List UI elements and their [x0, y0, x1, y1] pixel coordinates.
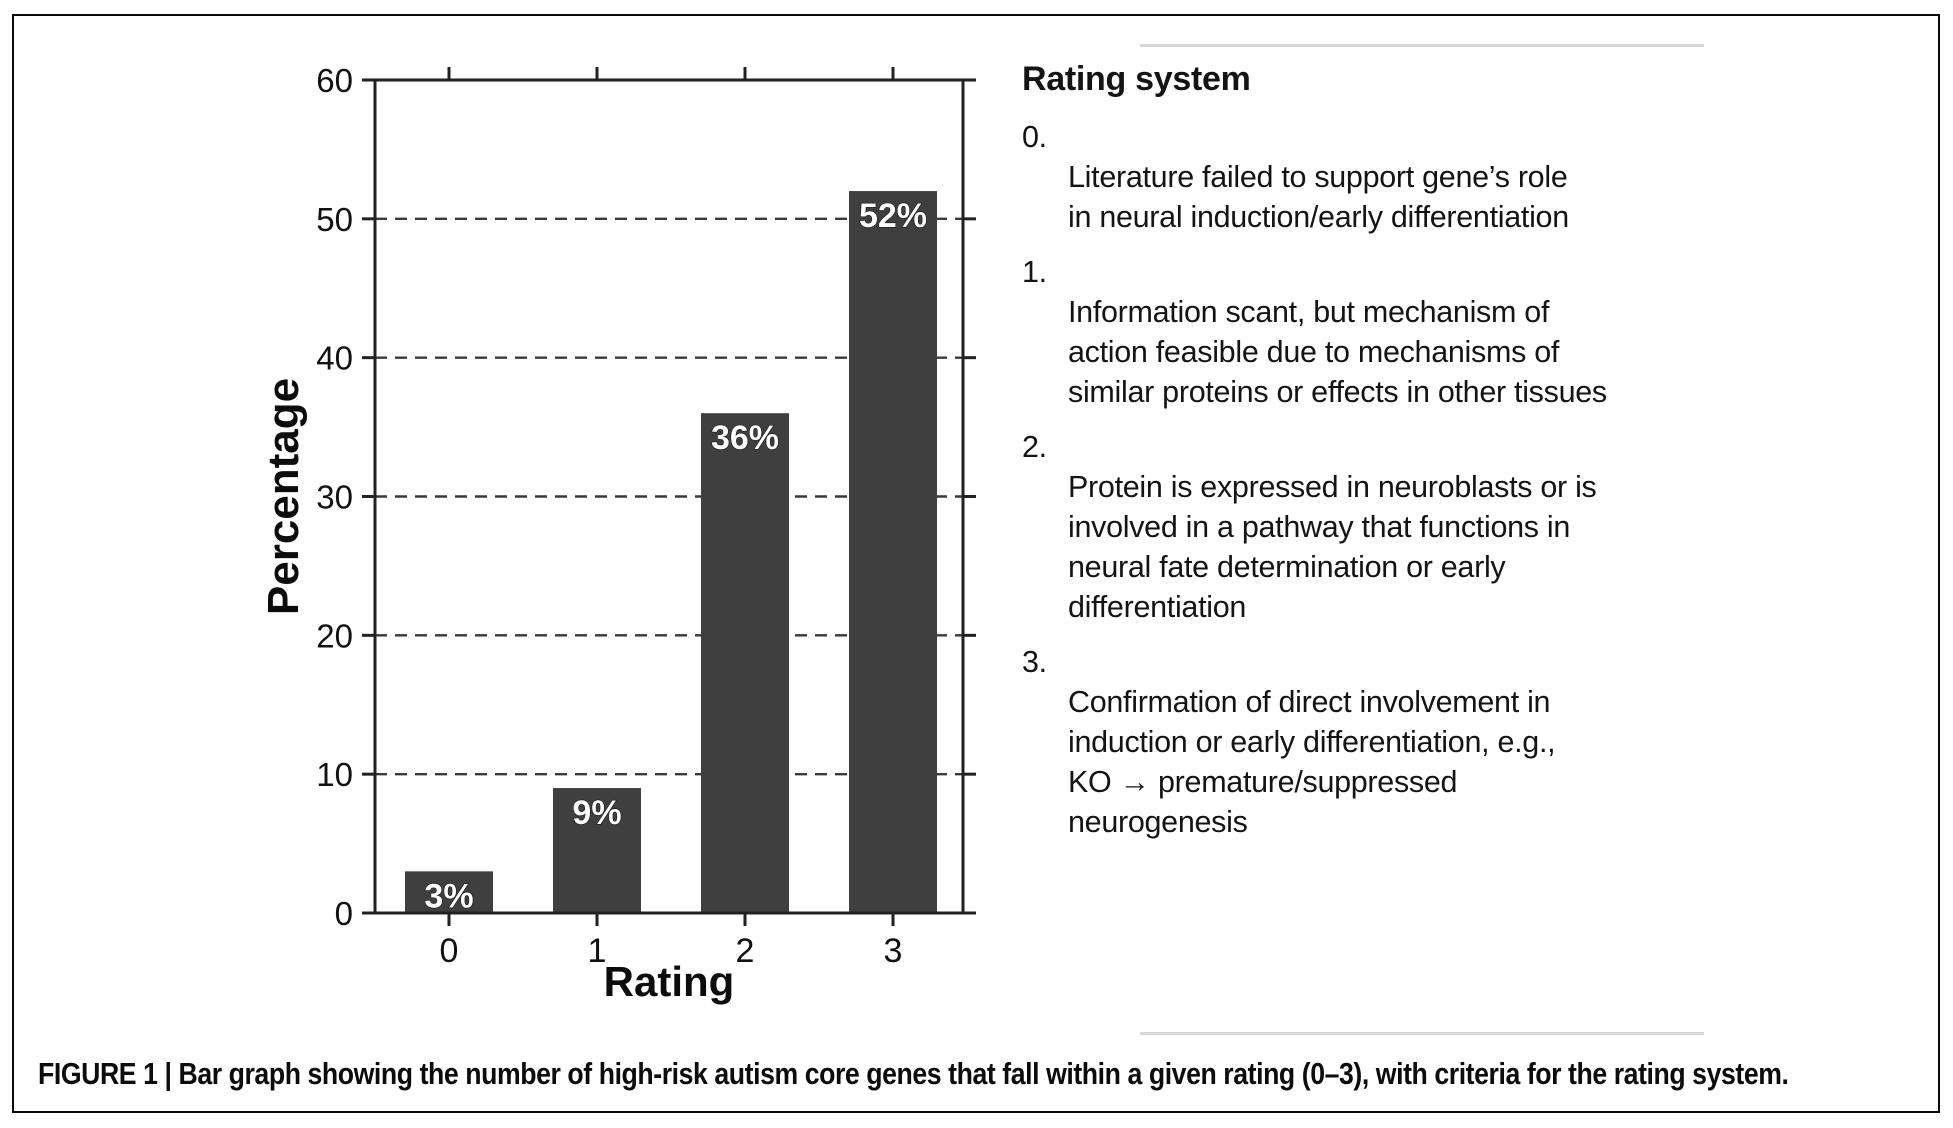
y-tick-label: 30	[316, 479, 353, 516]
x-tick-label: 3	[884, 932, 903, 970]
rating-system-legend: Rating system 0. Literature failed to sup…	[1022, 60, 1722, 857]
legend-item: 3. Confirmation of direct involvement in …	[1022, 642, 1722, 842]
bar-value-label: 52%	[859, 197, 927, 235]
x-tick-label: 1	[588, 932, 607, 970]
legend-items: 0. Literature failed to support gene’s ro…	[1022, 117, 1722, 842]
y-tick-label: 40	[316, 340, 353, 377]
legend-item-text: Protein is expressed in neuroblasts or i…	[1068, 470, 1597, 624]
y-axis-title: Percentage	[259, 378, 308, 615]
legend-item-text: Literature failed to support gene’s role…	[1068, 160, 1569, 234]
y-tick-label: 0	[335, 895, 353, 932]
bar-value-label: 3%	[424, 877, 473, 915]
y-tick-label: 50	[316, 201, 353, 238]
y-tick-label: 60	[316, 62, 353, 99]
legend-heading: Rating system	[1022, 60, 1251, 98]
legend-item: 0. Literature failed to support gene’s ro…	[1022, 117, 1722, 237]
legend-top-rule	[1140, 44, 1704, 47]
legend-item-text: Confirmation of direct involvement in in…	[1068, 685, 1556, 839]
bar-value-label: 36%	[711, 419, 779, 457]
legend-item-number: 2.	[1022, 430, 1047, 464]
x-tick-label: 0	[440, 932, 459, 970]
x-axis-title: Rating	[604, 958, 735, 1005]
bar	[849, 191, 937, 914]
y-tick-label: 20	[316, 617, 353, 654]
figure-caption: FIGURE 1 | Bar graph showing the number …	[38, 1056, 1789, 1091]
bar-value-label: 9%	[572, 794, 621, 832]
x-tick-label: 2	[736, 932, 755, 970]
legend-item-number: 1.	[1022, 255, 1047, 289]
y-tick-label: 10	[316, 756, 353, 793]
bar	[405, 871, 493, 913]
legend-item: 1. Information scant, but mechanism of ac…	[1022, 252, 1722, 412]
legend-item-number: 0.	[1022, 120, 1047, 154]
legend-bottom-rule	[1140, 1032, 1704, 1035]
bar	[553, 788, 641, 913]
legend-item: 2. Protein is expressed in neuroblasts or…	[1022, 427, 1722, 627]
figure-border	[12, 14, 1940, 1113]
bar	[701, 413, 789, 913]
legend-item-number: 3.	[1022, 645, 1047, 679]
legend-item-text: Information scant, but mechanism of acti…	[1068, 295, 1607, 409]
